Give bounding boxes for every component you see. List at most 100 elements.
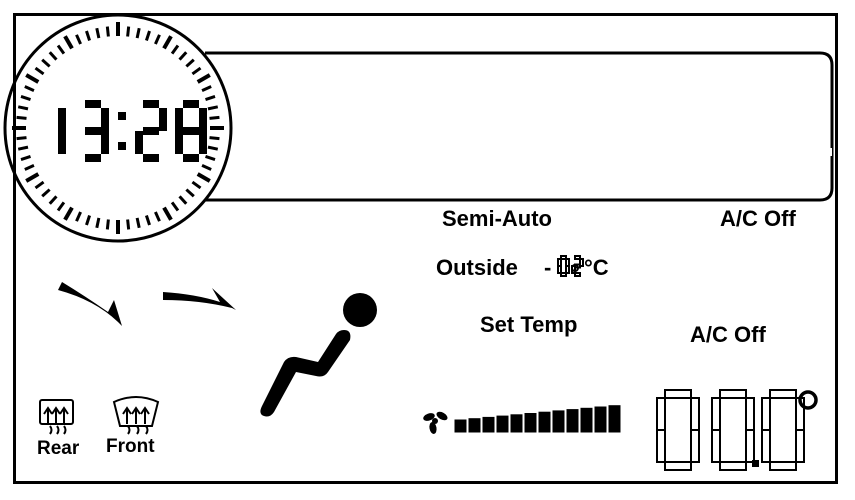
outside-unit: °C — [584, 255, 609, 280]
segment — [183, 100, 199, 108]
outside-temp-digits — [557, 255, 584, 277]
fan-speed-bar — [454, 419, 467, 433]
fan-speed-bars — [454, 405, 621, 433]
front-defrost-icon — [112, 396, 160, 435]
dial-tick — [41, 58, 51, 68]
clock-colon — [118, 112, 126, 120]
clock-colon — [118, 142, 126, 150]
segment — [85, 154, 101, 162]
dial-tick — [201, 164, 212, 171]
segment — [135, 131, 143, 154]
dial-tick — [145, 30, 151, 41]
dial-tick — [75, 34, 82, 45]
dial-tick — [24, 85, 35, 92]
mode-label: Semi-Auto — [442, 206, 552, 231]
segment — [690, 397, 700, 431]
segment — [711, 429, 721, 463]
segment — [143, 154, 159, 162]
segment — [58, 108, 66, 131]
segment — [574, 272, 581, 277]
segment — [664, 389, 692, 399]
dial-tick — [41, 188, 51, 198]
segment — [560, 255, 567, 260]
dial-tick — [207, 105, 219, 111]
dial-tick — [63, 35, 74, 50]
segment — [159, 108, 167, 131]
dial-tick — [17, 145, 29, 151]
segment — [85, 127, 101, 135]
dial-tick — [170, 201, 180, 212]
dial-tick — [162, 206, 173, 221]
segment — [656, 397, 666, 431]
dial-tick — [85, 30, 91, 41]
dial-tick — [196, 73, 211, 84]
segment — [719, 461, 747, 471]
segment — [175, 131, 183, 154]
dial-tick — [126, 219, 131, 230]
fan-speed-bar — [496, 415, 509, 433]
dial-tick — [185, 188, 195, 198]
segment — [795, 429, 805, 463]
set-temp-label: Set Temp — [480, 312, 578, 337]
message-panel — [205, 51, 834, 202]
dial-tick — [20, 155, 31, 161]
outside-label: Outside — [436, 255, 518, 280]
dial-tick — [135, 27, 141, 39]
segment — [690, 429, 700, 463]
dial-tick — [178, 195, 188, 205]
segment — [761, 397, 771, 431]
dial-tick — [56, 201, 66, 212]
dial-tick — [25, 73, 40, 84]
dial-tick — [24, 164, 35, 171]
dial-tick — [17, 105, 29, 111]
segment — [85, 100, 101, 108]
outside-sign: - — [544, 255, 552, 280]
fan-speed-bar — [580, 407, 593, 433]
fan-speed-bar — [468, 418, 481, 433]
segment — [656, 429, 666, 463]
dial-tick — [205, 155, 216, 161]
dial-tick — [75, 211, 82, 222]
fan-speed-bar — [524, 413, 537, 433]
dial-tick — [34, 66, 45, 76]
front-defrost-label: Front — [106, 436, 155, 457]
dial-tick — [95, 27, 101, 39]
rear-defrost-icon — [39, 399, 74, 435]
segment — [183, 127, 199, 135]
segment — [565, 265, 570, 274]
segment — [560, 272, 567, 277]
dial-tick — [205, 95, 216, 101]
outside-degree-dot — [571, 264, 579, 272]
fan-speed-bar — [566, 409, 579, 433]
segment — [143, 127, 159, 135]
dial-tick — [178, 51, 188, 61]
segment — [769, 461, 797, 471]
dial-tick — [48, 195, 58, 205]
dial-tick — [185, 58, 195, 68]
segment — [101, 131, 109, 154]
dial-tick — [170, 44, 180, 55]
segment — [719, 389, 747, 399]
fan-speed-bar — [538, 411, 551, 433]
dial-tick — [154, 211, 161, 222]
set-temp-digits — [656, 389, 805, 471]
fan-speed-bar — [552, 410, 565, 433]
segment — [199, 131, 207, 154]
fan-speed-bar — [482, 416, 495, 433]
lcd-display-frame — [13, 13, 838, 484]
segment — [143, 100, 159, 108]
dial-tick — [105, 26, 110, 37]
segment — [664, 461, 692, 471]
clock-dial-ring — [12, 22, 224, 234]
degree-symbol — [798, 390, 818, 410]
dial-tick — [191, 66, 202, 76]
segment — [175, 108, 183, 131]
airflow-arrow-down-icon — [58, 282, 122, 326]
segment — [769, 389, 797, 399]
ac-status-top: A/C Off — [720, 206, 796, 231]
segment — [101, 108, 109, 131]
dial-tick — [105, 219, 110, 230]
dial-tick — [209, 136, 220, 141]
rear-defrost-label: Rear — [37, 438, 80, 459]
